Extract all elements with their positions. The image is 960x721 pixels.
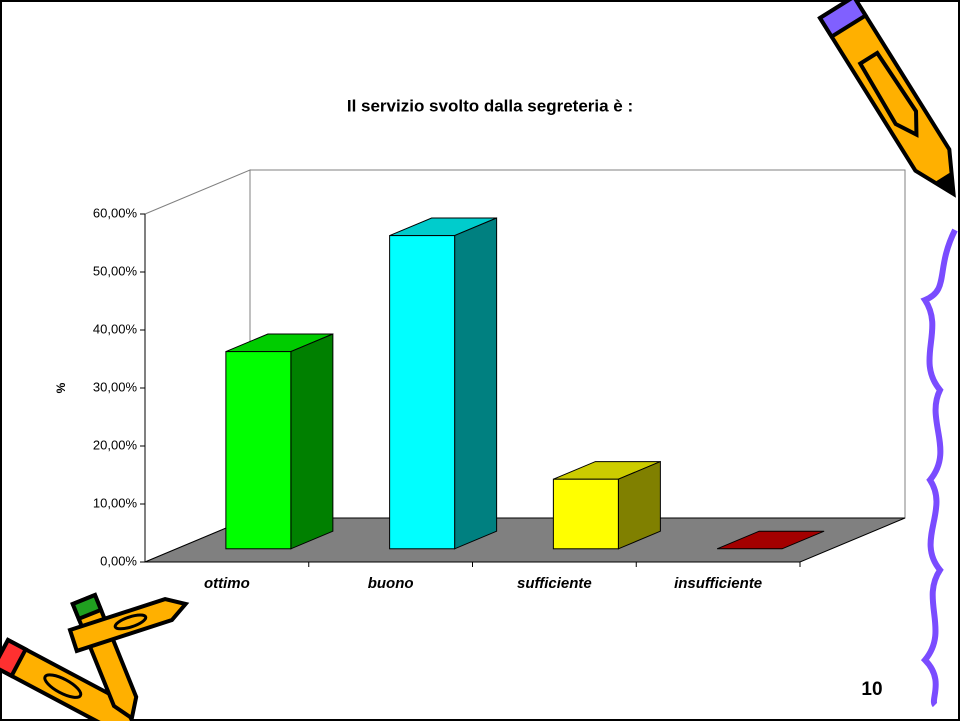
bar-front [552,478,619,550]
y-tick-label: 0,00% [100,553,137,568]
bar-top [716,530,825,550]
bar [552,460,661,550]
y-tick-label: 10,00% [93,495,138,510]
bar [716,530,825,550]
bar-side [290,333,334,550]
pencils-decoration [0,592,190,721]
squiggle-decoration [920,228,958,708]
y-axis-label: % [54,382,68,393]
x-tick-label: buono [368,575,414,592]
y-tick-label: 50,00% [93,263,138,278]
page-number: 10 [861,679,882,700]
bar [225,333,334,550]
chart: 0,00% 10,00% 20,00% 30,00% 40,00% 50,00% 60,00… [93,169,906,592]
y-tick-label: 40,00% [93,321,138,336]
pencil-decoration [817,0,956,198]
x-tick-label: sufficiente [517,575,592,592]
bar-side [454,217,498,550]
y-tick-label: 20,00% [93,437,138,452]
x-tick-label: insufficiente [674,575,762,592]
y-tick-label: 60,00% [93,205,138,220]
bar [389,217,498,550]
bar-front [225,351,292,550]
back-wall [249,169,906,519]
bar-front [389,235,456,550]
chart-title: Il servizio svolto dalla segreteria è : [347,96,633,115]
y-tick-label: 30,00% [93,379,138,394]
x-tick-label: ottimo [204,575,250,592]
